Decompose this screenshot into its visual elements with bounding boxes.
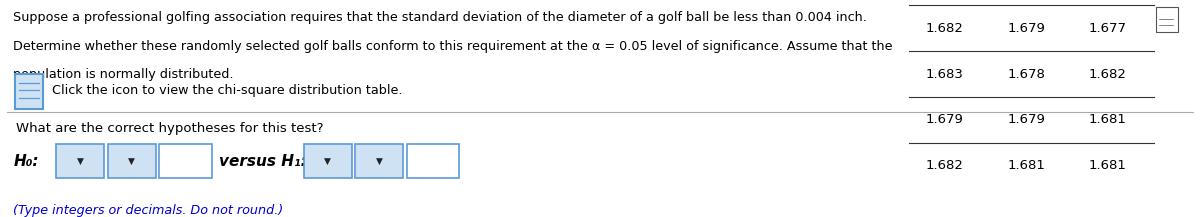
Text: 1.681: 1.681 xyxy=(1007,159,1045,172)
Text: 1.679: 1.679 xyxy=(1007,113,1045,127)
Text: versus H₁:: versus H₁: xyxy=(218,154,306,169)
Text: Suppose a professional golfing association requires that the standard deviation : Suppose a professional golfing associati… xyxy=(13,11,868,24)
Text: What are the correct hypotheses for this test?: What are the correct hypotheses for this… xyxy=(16,122,323,135)
Text: ▼: ▼ xyxy=(324,156,331,166)
Text: 1.679: 1.679 xyxy=(926,113,964,127)
Text: Determine whether these randomly selected golf balls conform to this requirement: Determine whether these randomly selecte… xyxy=(13,40,893,53)
FancyBboxPatch shape xyxy=(1156,7,1178,32)
FancyBboxPatch shape xyxy=(407,144,458,178)
FancyBboxPatch shape xyxy=(14,74,43,109)
Text: 1.679: 1.679 xyxy=(1007,22,1045,35)
Text: H₀:: H₀: xyxy=(13,154,38,169)
Text: 1.678: 1.678 xyxy=(1007,67,1045,81)
FancyBboxPatch shape xyxy=(56,144,104,178)
Text: 1.677: 1.677 xyxy=(1088,22,1127,35)
Text: population is normally distributed.: population is normally distributed. xyxy=(13,68,234,81)
Text: 1.681: 1.681 xyxy=(1088,113,1127,127)
Text: 1.682: 1.682 xyxy=(926,159,964,172)
Text: 1.683: 1.683 xyxy=(926,67,964,81)
FancyBboxPatch shape xyxy=(355,144,403,178)
FancyBboxPatch shape xyxy=(304,144,352,178)
Text: 1.682: 1.682 xyxy=(926,22,964,35)
Text: 1.682: 1.682 xyxy=(1088,67,1127,81)
Text: ▼: ▼ xyxy=(77,156,84,166)
Text: ▼: ▼ xyxy=(376,156,383,166)
Text: Click the icon to view the chi-square distribution table.: Click the icon to view the chi-square di… xyxy=(52,84,402,97)
FancyBboxPatch shape xyxy=(160,144,211,178)
Text: (Type integers or decimals. Do not round.): (Type integers or decimals. Do not round… xyxy=(13,204,283,217)
FancyBboxPatch shape xyxy=(108,144,156,178)
Text: 1.681: 1.681 xyxy=(1088,159,1127,172)
Text: ▼: ▼ xyxy=(128,156,136,166)
